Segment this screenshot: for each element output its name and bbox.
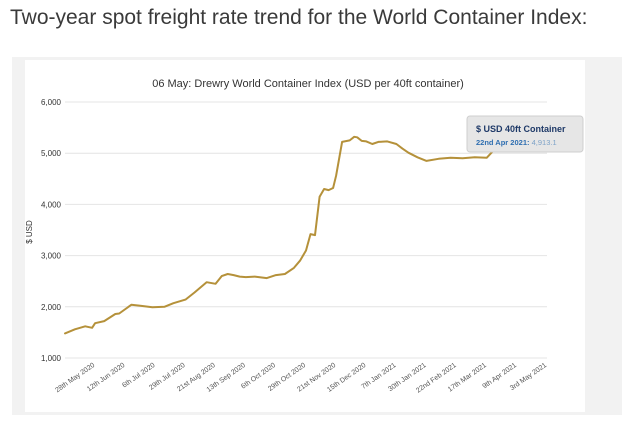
- series-line[interactable]: [64, 126, 511, 335]
- y-axis-tick-labels: 1,000 2,000 3,000 4,000 5,000 6,000: [41, 98, 62, 363]
- tooltip-series-label: $ USD 40ft Container: [476, 124, 566, 134]
- y-tick-label: 5,000: [41, 149, 62, 158]
- svg-text:22nd Apr 2021: 4,913.1: 22nd Apr 2021: 4,913.1: [476, 138, 557, 147]
- chart-title: 06 May: Drewry World Container Index (US…: [152, 78, 464, 90]
- tooltip-value: 4,913.1: [532, 138, 557, 147]
- y-tick-label: 6,000: [41, 98, 62, 107]
- chart-tooltip: $ USD 40ft Container 22nd Apr 2021: 4,91…: [466, 115, 584, 153]
- y-tick-label: 4,000: [41, 200, 62, 209]
- y-tick-label: 1,000: [41, 354, 62, 363]
- page-heading: Two-year spot freight rate trend for the…: [10, 6, 588, 29]
- series-lines: [64, 126, 511, 335]
- line-chart[interactable]: 06 May: Drewry World Container Index (US…: [25, 60, 585, 412]
- chart-card: 06 May: Drewry World Container Index (US…: [25, 60, 585, 412]
- y-tick-label: 3,000: [41, 252, 62, 261]
- y-tick-label: 2,000: [41, 303, 62, 312]
- tooltip-date: 22nd Apr 2021: [476, 138, 527, 147]
- y-axis-label: $ USD: [25, 220, 34, 244]
- tooltip-box: [466, 115, 584, 153]
